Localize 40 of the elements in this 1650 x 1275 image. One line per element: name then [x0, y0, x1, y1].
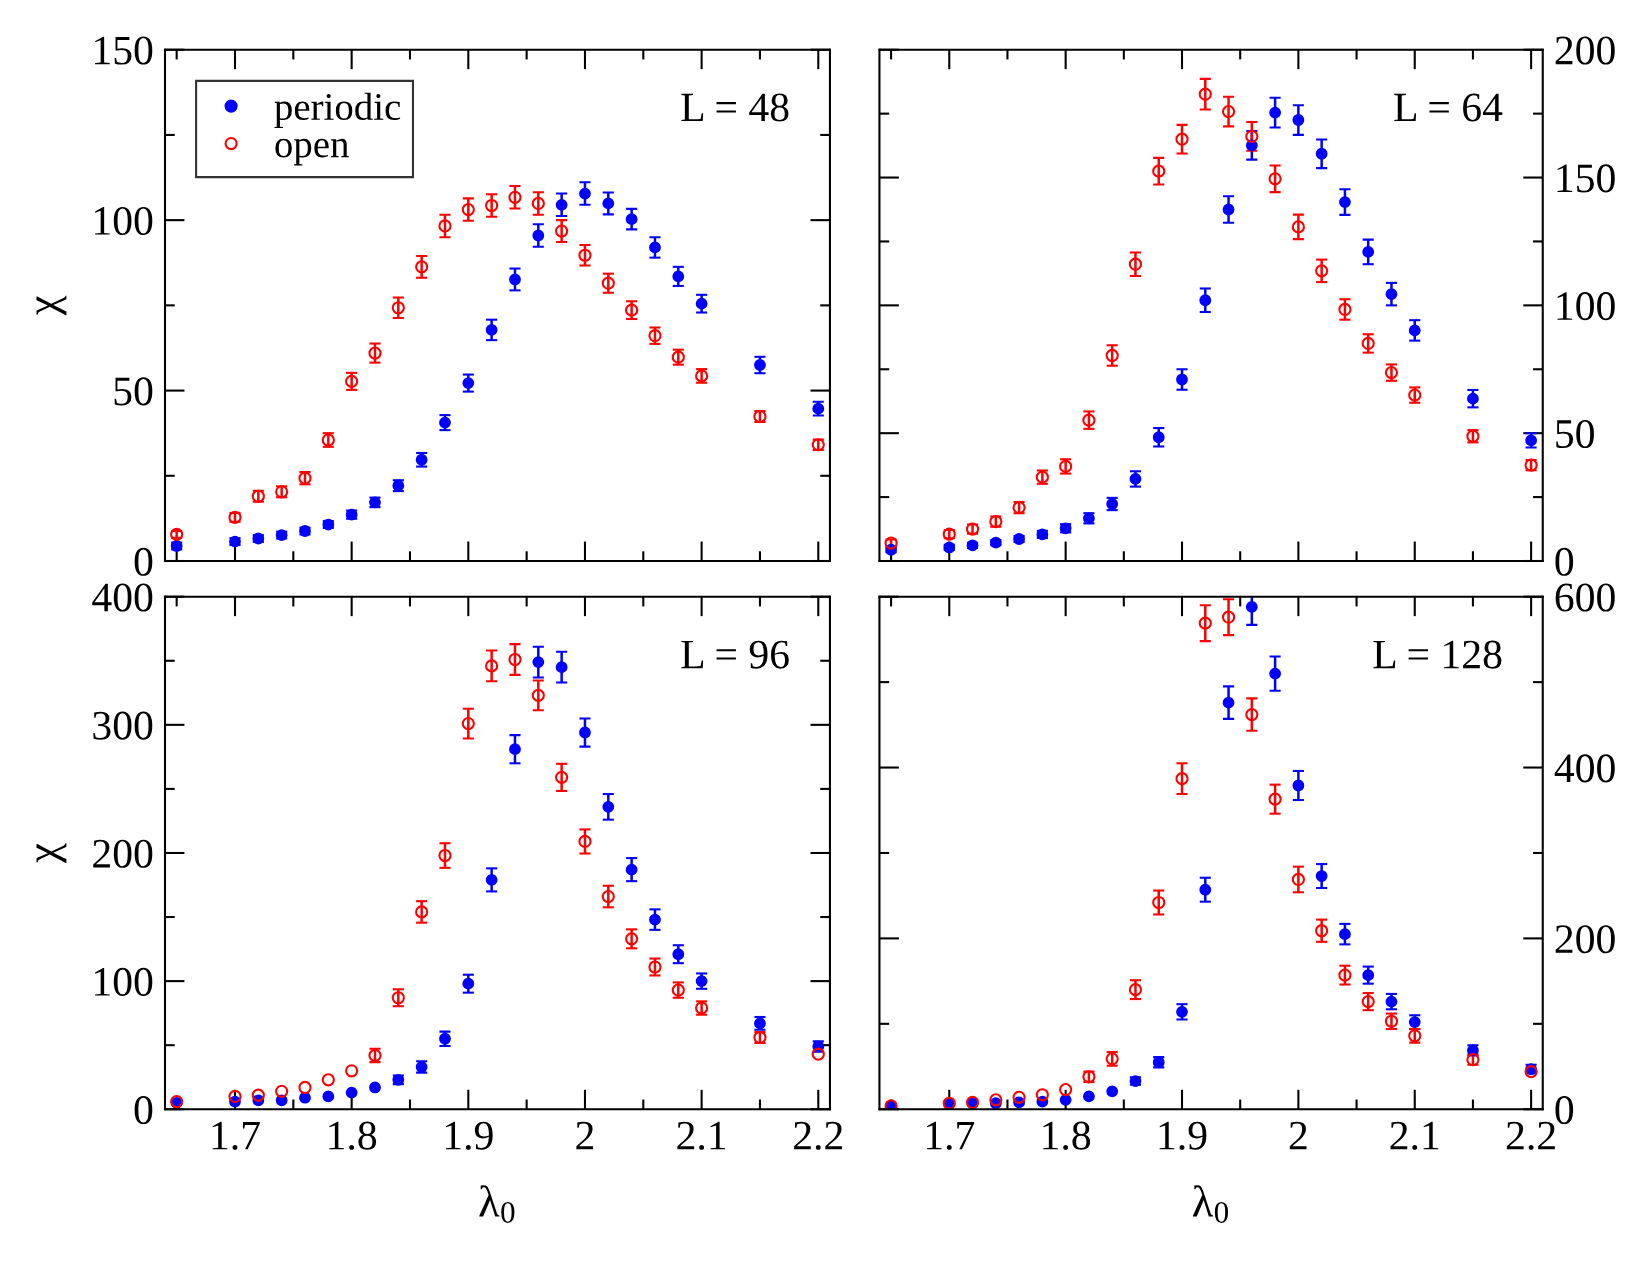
- x-tick-label: 1.7: [926, 1121, 975, 1150]
- x-tick-label: 2: [576, 1121, 594, 1150]
- y-tick-label: 200: [93, 839, 153, 868]
- x-tick-label: 1.9: [445, 1121, 493, 1150]
- y-axis-title: χ: [36, 295, 67, 316]
- y-tick-label: 200: [1555, 36, 1615, 65]
- y-tick-label: 0: [134, 547, 153, 576]
- legend-label: periodic: [274, 92, 401, 129]
- x-tick-label: 1.7: [212, 1121, 260, 1150]
- y-tick-label: 600: [1555, 583, 1615, 612]
- y-tick-label: 0: [134, 1096, 153, 1125]
- y-tick-label: 50: [114, 377, 153, 406]
- y-tick-label: 150: [1557, 164, 1615, 193]
- annotation: L = 64: [1394, 93, 1503, 122]
- y-tick-label: 100: [95, 967, 153, 996]
- y-tick-label: 150: [95, 36, 153, 65]
- y-tick-label: 0: [1555, 547, 1574, 576]
- y-tick-label: 0: [1555, 1096, 1574, 1125]
- y-tick-label: 400: [92, 583, 153, 612]
- annotation: L = 48: [681, 93, 789, 122]
- x-tick-label: 1.9: [1159, 1121, 1207, 1150]
- x-tick-label: 1.8: [329, 1121, 377, 1150]
- y-tick-label: 200: [1555, 925, 1615, 954]
- x-tick-label: 2.2: [1506, 1121, 1555, 1150]
- x-tick-label: 2.1: [1390, 1121, 1439, 1150]
- y-axis-title: χ: [36, 843, 67, 863]
- x-tick-label: 2: [1289, 1121, 1307, 1150]
- annotation: L = 96: [681, 640, 789, 669]
- y-tick-label: 100: [95, 206, 153, 236]
- x-axis-title: λ$_{0}$: [479, 1185, 515, 1223]
- annotation: L = 128: [1373, 640, 1502, 669]
- x-axis-title: λ$_{0}$: [1192, 1185, 1229, 1223]
- x-tick-label: 2.2: [794, 1121, 843, 1150]
- legend-label: open: [275, 138, 349, 166]
- x-tick-label: 1.8: [1043, 1121, 1091, 1150]
- y-tick-label: 300: [93, 711, 153, 740]
- y-tick-label: 400: [1554, 754, 1615, 783]
- y-tick-label: 50: [1556, 419, 1594, 449]
- y-tick-label: 100: [1557, 292, 1615, 321]
- x-tick-label: 2.1: [677, 1121, 726, 1150]
